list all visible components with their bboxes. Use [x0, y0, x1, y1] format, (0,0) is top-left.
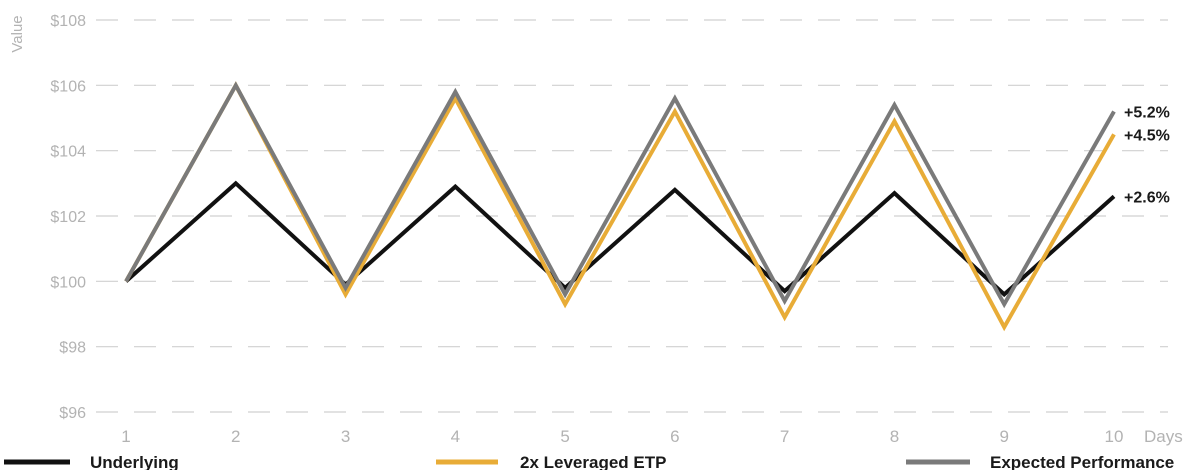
x-tick-label: 5 [560, 427, 569, 446]
legend: Underlying 2x Leveraged ETP Expected Perfo… [4, 453, 1174, 470]
y-axis-ticks: $96 $98 $100 $102 $104 $106 $108 [50, 13, 86, 422]
y-tick-label: $100 [50, 274, 86, 291]
x-tick-label: 1 [121, 427, 130, 446]
y-axis-label: Value [9, 15, 26, 52]
x-tick-label: 10 [1105, 427, 1124, 446]
series-lines [124, 81, 1116, 332]
x-axis-label: Days [1144, 427, 1183, 446]
x-axis-ticks: 1 2 3 4 5 6 7 8 9 10 [121, 427, 1123, 446]
gridlines [96, 19, 1168, 413]
x-tick-label: 6 [670, 427, 679, 446]
y-tick-label: $108 [50, 13, 86, 30]
end-value-label: +2.6% [1124, 189, 1170, 206]
y-tick-label: $96 [59, 405, 86, 422]
x-tick-label: 7 [780, 427, 789, 446]
y-tick-label: $102 [50, 209, 86, 226]
legend-label: 2x Leveraged ETP [520, 453, 666, 470]
y-tick-label: $98 [59, 340, 86, 357]
x-tick-label: 3 [341, 427, 350, 446]
x-tick-label: 2 [231, 427, 240, 446]
series-line-expected-performance [124, 81, 1116, 309]
legend-label: Underlying [90, 453, 179, 470]
end-value-labels: +2.6% +4.5% +5.2% [1124, 104, 1170, 206]
series-line-2x-leveraged-etp [124, 81, 1116, 332]
x-tick-label: 9 [999, 427, 1008, 446]
end-value-label: +4.5% [1124, 127, 1170, 144]
x-tick-label: 4 [451, 427, 460, 446]
end-value-label: +5.2% [1124, 104, 1170, 121]
series-line-underlying [124, 180, 1116, 298]
y-tick-label: $104 [50, 144, 86, 161]
x-tick-label: 8 [890, 427, 899, 446]
legend-label: Expected Performance [990, 453, 1174, 470]
y-tick-label: $106 [50, 78, 86, 95]
